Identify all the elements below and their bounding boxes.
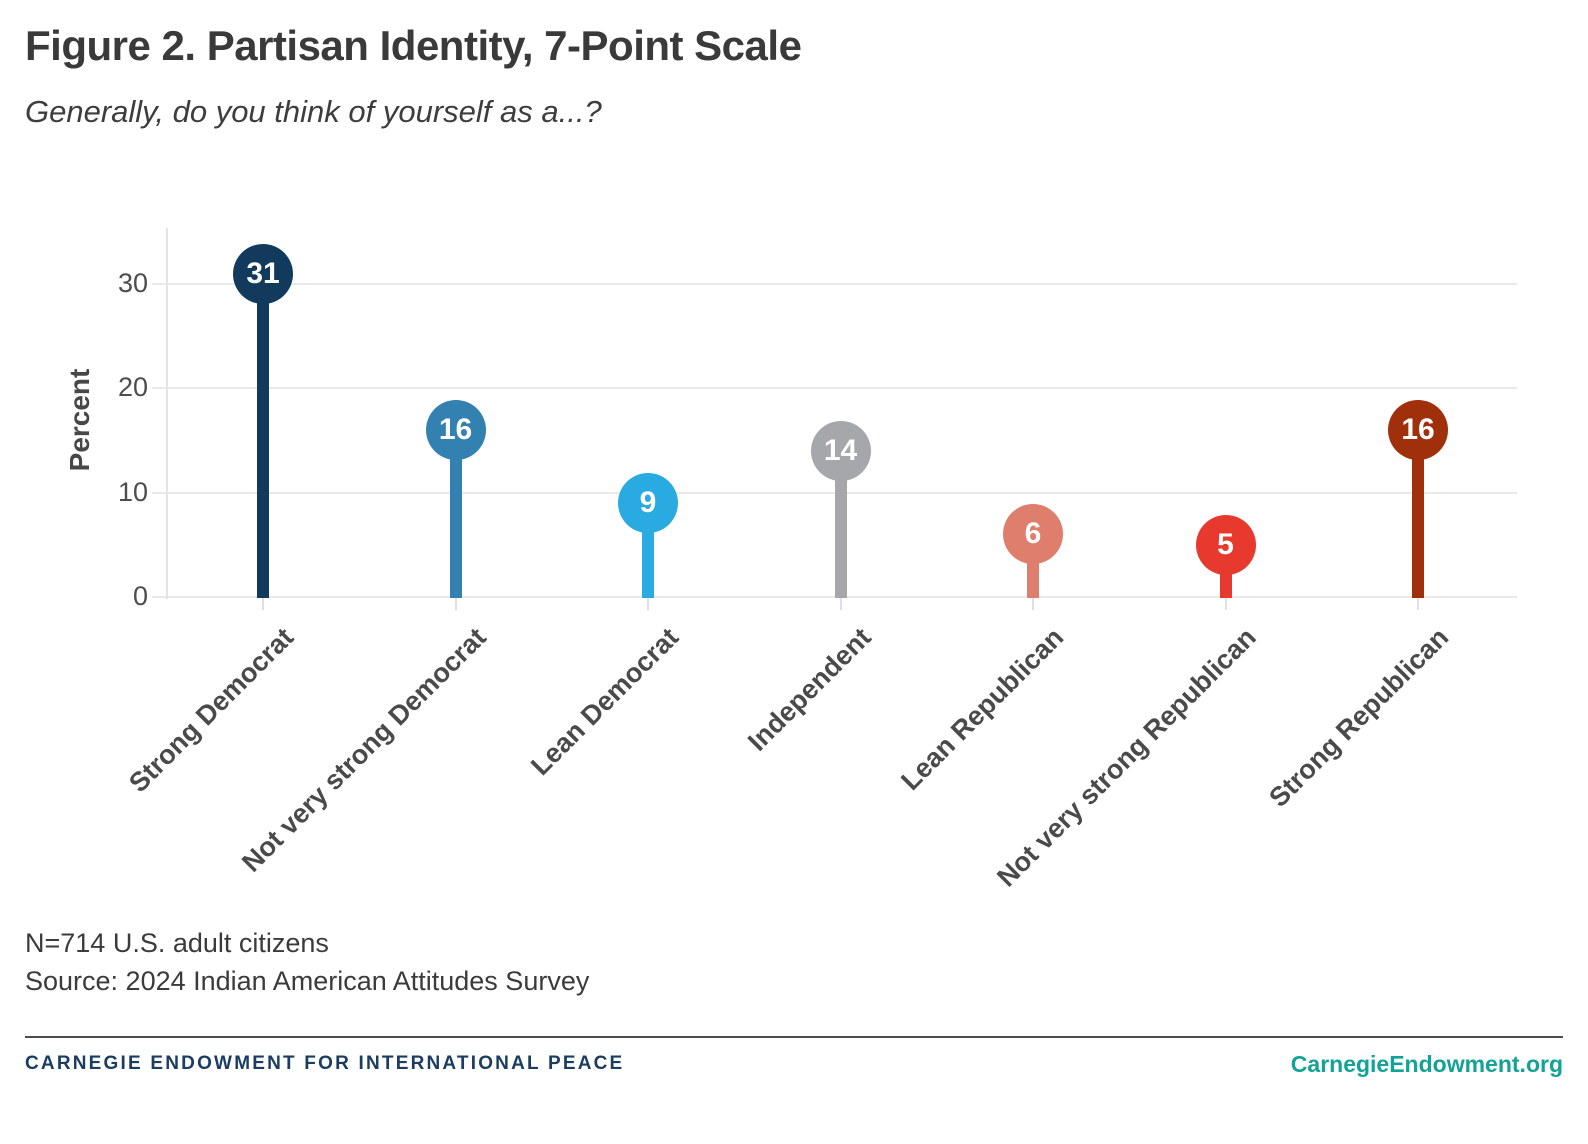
x-axis-label: Lean Democrat bbox=[525, 622, 685, 782]
lollipop-stem bbox=[834, 450, 847, 598]
y-tick-label: 20 bbox=[117, 372, 148, 403]
x-tick bbox=[454, 598, 457, 610]
x-tick bbox=[647, 598, 649, 610]
lollipop-head-value: 16 bbox=[1388, 400, 1448, 461]
carnegie-site-link[interactable]: CarnegieEndowment.org bbox=[1290, 1051, 1563, 1077]
gridline-30 bbox=[152, 283, 1517, 285]
figure-title: Figure 2. Partisan Identity, 7-Point Sca… bbox=[25, 22, 802, 69]
lollipop-stem bbox=[1412, 430, 1424, 598]
lollipop-head-value: 16 bbox=[425, 400, 486, 461]
lollipop-head-value: 5 bbox=[1195, 514, 1256, 575]
lollipop-head-value: 31 bbox=[233, 243, 293, 304]
y-axis-title: Percent bbox=[64, 368, 95, 472]
sample-size-note: N=714 U.S. adult citizens bbox=[25, 928, 329, 958]
y-axis-line bbox=[166, 228, 168, 599]
y-tick-label: 30 bbox=[117, 268, 148, 298]
lollipop-stem bbox=[449, 430, 462, 598]
x-axis-label: Independent bbox=[742, 622, 877, 757]
lollipop-head-value: 9 bbox=[618, 473, 678, 534]
x-tick bbox=[839, 598, 842, 610]
lollipop-head-value: 6 bbox=[1003, 504, 1063, 565]
x-tick bbox=[1417, 598, 1419, 610]
y-tick-label: 10 bbox=[117, 476, 148, 507]
x-tick bbox=[1032, 598, 1034, 610]
x-axis-label: Strong Republican bbox=[1263, 622, 1455, 813]
x-tick bbox=[1224, 598, 1227, 610]
lollipop-head-value: 14 bbox=[810, 420, 871, 481]
x-axis-label: Strong Democrat bbox=[123, 622, 300, 799]
lollipop-stem bbox=[257, 273, 269, 598]
chart-notes: N=714 U.S. adult citizens Source: 2024 I… bbox=[25, 924, 589, 1000]
footer-divider bbox=[25, 1036, 1563, 1038]
source-note: Source: 2024 Indian American Attitudes S… bbox=[25, 966, 590, 996]
carnegie-wordmark: CARNEGIE ENDOWMENT FOR INTERNATIONAL PEA… bbox=[25, 1053, 625, 1074]
y-tick-label: 0 bbox=[132, 581, 148, 611]
figure-subtitle: Generally, do you think of yourself as a… bbox=[25, 94, 602, 129]
gridline-20 bbox=[152, 387, 1517, 390]
x-tick bbox=[262, 598, 264, 610]
x-axis-label: Lean Republican bbox=[895, 622, 1070, 796]
